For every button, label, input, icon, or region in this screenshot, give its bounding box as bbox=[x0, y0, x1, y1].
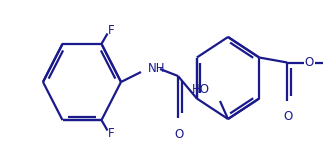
Text: O: O bbox=[174, 128, 183, 141]
Text: HO: HO bbox=[192, 83, 210, 96]
Text: O: O bbox=[305, 56, 314, 69]
Text: NH: NH bbox=[148, 63, 165, 76]
Text: O: O bbox=[284, 110, 293, 124]
Text: F: F bbox=[108, 127, 114, 140]
Text: F: F bbox=[108, 24, 114, 37]
